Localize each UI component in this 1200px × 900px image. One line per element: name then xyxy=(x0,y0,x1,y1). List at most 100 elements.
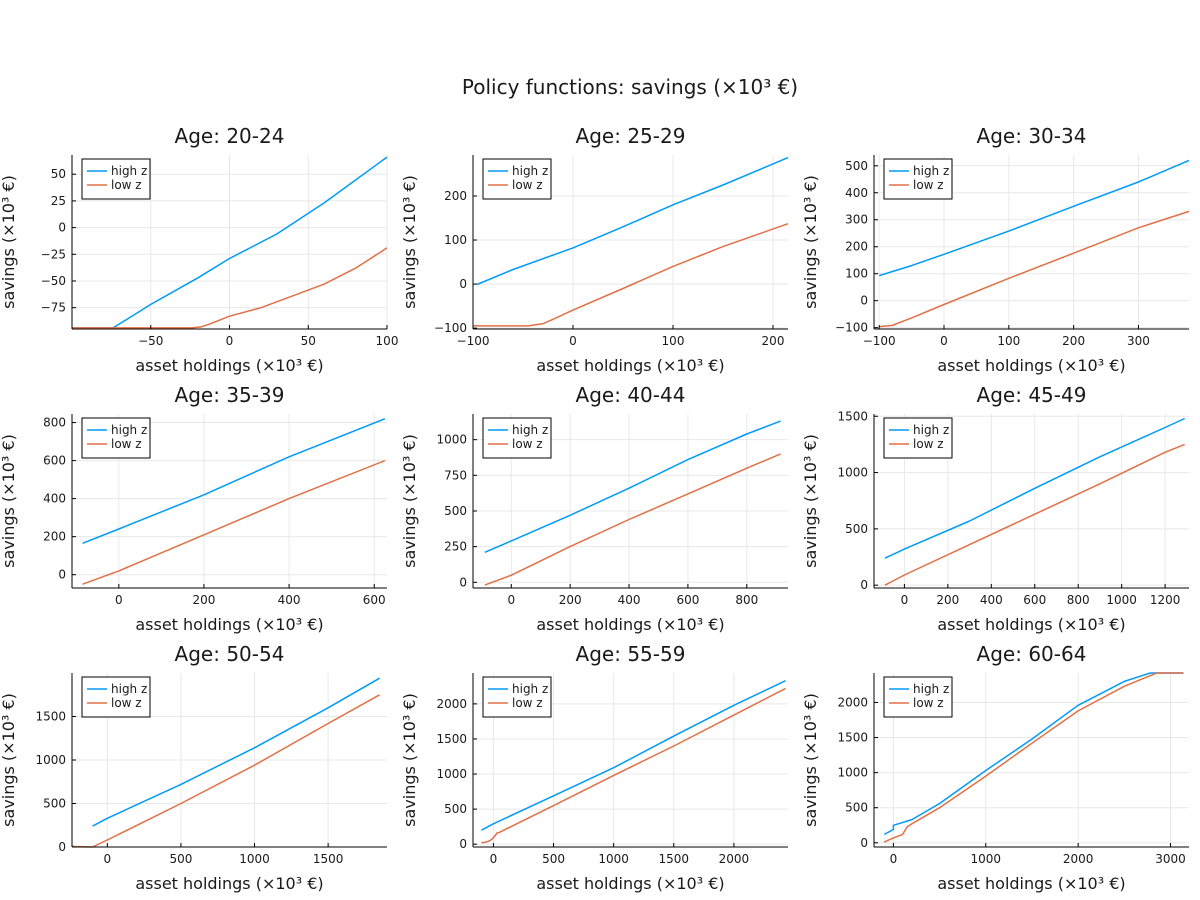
x-tick-label: 200 xyxy=(762,334,785,348)
x-tick-label: 0 xyxy=(507,593,515,607)
y-tick-label: 1500 xyxy=(837,731,868,745)
series-line-high-z xyxy=(484,420,781,553)
legend-label: low z xyxy=(512,437,543,451)
y-tick-label: 2000 xyxy=(436,697,467,711)
x-tick-label: 600 xyxy=(363,593,386,607)
series-line-low-z xyxy=(879,210,1190,328)
legend-box xyxy=(482,158,552,200)
y-tick-label: 400 xyxy=(845,186,868,200)
y-tick-label: 1000 xyxy=(837,466,868,480)
y-tick-label: 1000 xyxy=(837,766,868,780)
x-tick-label: 800 xyxy=(735,593,758,607)
panel-title: Age: 50-54 xyxy=(175,642,285,666)
x-tick-label: 500 xyxy=(542,852,565,866)
x-tick-label: 1000 xyxy=(598,852,629,866)
panel-title: Age: 40-44 xyxy=(576,383,686,407)
y-tick-label: 400 xyxy=(43,492,66,506)
chart-panels: −50 0 50 100 −75 −50 −25 0 25 50 Age: 20-24 asset h… xyxy=(0,124,1190,893)
panel-8: 0 1000 2000 3000 0 500 1000 1500 2000 Age: 60-64 a… xyxy=(801,642,1189,893)
legend-box xyxy=(482,676,552,718)
series-line-high-z xyxy=(884,417,1186,559)
series-line-low-z xyxy=(72,247,388,329)
x-tick-label: 0 xyxy=(226,334,234,348)
legend-box xyxy=(81,676,151,718)
y-tick-label: 800 xyxy=(43,416,66,430)
series-line-high-z xyxy=(878,159,1190,277)
x-tick-label: 0 xyxy=(490,852,498,866)
x-axis-label: asset holdings (×10³ €) xyxy=(135,356,323,375)
series-line-low-z xyxy=(71,694,380,848)
y-axis-label: savings (×10³ €) xyxy=(801,175,820,309)
y-tick-label: −100 xyxy=(434,321,467,335)
y-axis-label: savings (×10³ €) xyxy=(400,693,419,827)
series-line-high-z xyxy=(476,156,789,286)
x-tick-label: 1000 xyxy=(239,852,270,866)
panel-4: 0 200 400 600 800 0 250 500 750 1000 Age: 40-44 ass… xyxy=(400,383,788,634)
x-tick-label: 50 xyxy=(301,334,316,348)
y-tick-label: 0 xyxy=(58,568,66,582)
x-tick-label: 400 xyxy=(278,593,301,607)
series-line-high-z xyxy=(82,418,386,544)
series-line-high-z xyxy=(481,680,786,831)
y-tick-label: 600 xyxy=(43,454,66,468)
x-tick-label: 1500 xyxy=(659,852,690,866)
panel-title: Age: 35-39 xyxy=(175,383,285,407)
y-axis-label: savings (×10³ €) xyxy=(400,175,419,309)
y-tick-label: 0 xyxy=(58,840,66,854)
y-axis-label: savings (×10³ €) xyxy=(0,175,18,309)
panel-6: 0 500 1000 1500 0 500 1000 1500 Age: 50-54 asset … xyxy=(0,642,387,893)
series-line-low-z xyxy=(481,687,786,844)
y-tick-label: 500 xyxy=(845,159,868,173)
x-tick-label: 0 xyxy=(104,852,112,866)
x-tick-label: 600 xyxy=(676,593,699,607)
x-tick-label: 3000 xyxy=(1155,852,1186,866)
y-tick-label: 1000 xyxy=(436,433,467,447)
y-tick-label: 2000 xyxy=(837,695,868,709)
legend-label: high z xyxy=(512,164,548,178)
series-line-low-z xyxy=(473,222,789,327)
x-axis-label: asset holdings (×10³ €) xyxy=(135,615,323,634)
y-axis-label: savings (×10³ €) xyxy=(801,434,820,568)
x-tick-label: 100 xyxy=(662,334,685,348)
legend-label: low z xyxy=(913,178,944,192)
y-axis-label: savings (×10³ €) xyxy=(0,434,18,568)
series-line-low-z xyxy=(82,459,386,585)
x-tick-label: 0 xyxy=(115,593,123,607)
panel-title: Age: 30-34 xyxy=(977,124,1087,148)
legend-box xyxy=(81,158,151,200)
y-axis-label: savings (×10³ €) xyxy=(0,693,18,827)
panel-2: −100 0 100 200 300 −100 0 100 200 300 400 500 Age: 3… xyxy=(801,124,1190,375)
y-tick-label: 750 xyxy=(444,468,467,482)
legend-label: low z xyxy=(111,178,142,192)
y-tick-label: 500 xyxy=(43,797,66,811)
y-tick-label: 200 xyxy=(845,240,868,254)
x-tick-label: 1000 xyxy=(1106,593,1137,607)
x-tick-label: 100 xyxy=(376,334,399,348)
x-axis-label: asset holdings (×10³ €) xyxy=(536,874,724,893)
y-tick-label: 1000 xyxy=(436,767,467,781)
y-tick-label: −25 xyxy=(41,247,66,261)
y-tick-label: 250 xyxy=(444,540,467,554)
y-tick-label: 500 xyxy=(845,522,868,536)
x-tick-label: 600 xyxy=(1023,593,1046,607)
y-tick-label: 0 xyxy=(860,836,868,850)
legend-label: low z xyxy=(111,696,142,710)
x-tick-label: 1500 xyxy=(313,852,344,866)
panel-1: −100 0 100 200 −100 0 100 200 Age: 25-29 asset ho… xyxy=(400,124,789,375)
y-tick-label: 50 xyxy=(51,167,66,181)
legend-label: high z xyxy=(913,682,949,696)
panel-title: Age: 45-49 xyxy=(977,383,1087,407)
legend-label: high z xyxy=(111,682,147,696)
x-tick-label: 1200 xyxy=(1150,593,1181,607)
x-tick-label: 400 xyxy=(980,593,1003,607)
panel-title: Age: 25-29 xyxy=(576,124,686,148)
x-tick-label: 200 xyxy=(1062,334,1085,348)
y-tick-label: 1000 xyxy=(35,753,66,767)
series-line-high-z xyxy=(883,672,1184,836)
x-tick-label: 2000 xyxy=(719,852,750,866)
